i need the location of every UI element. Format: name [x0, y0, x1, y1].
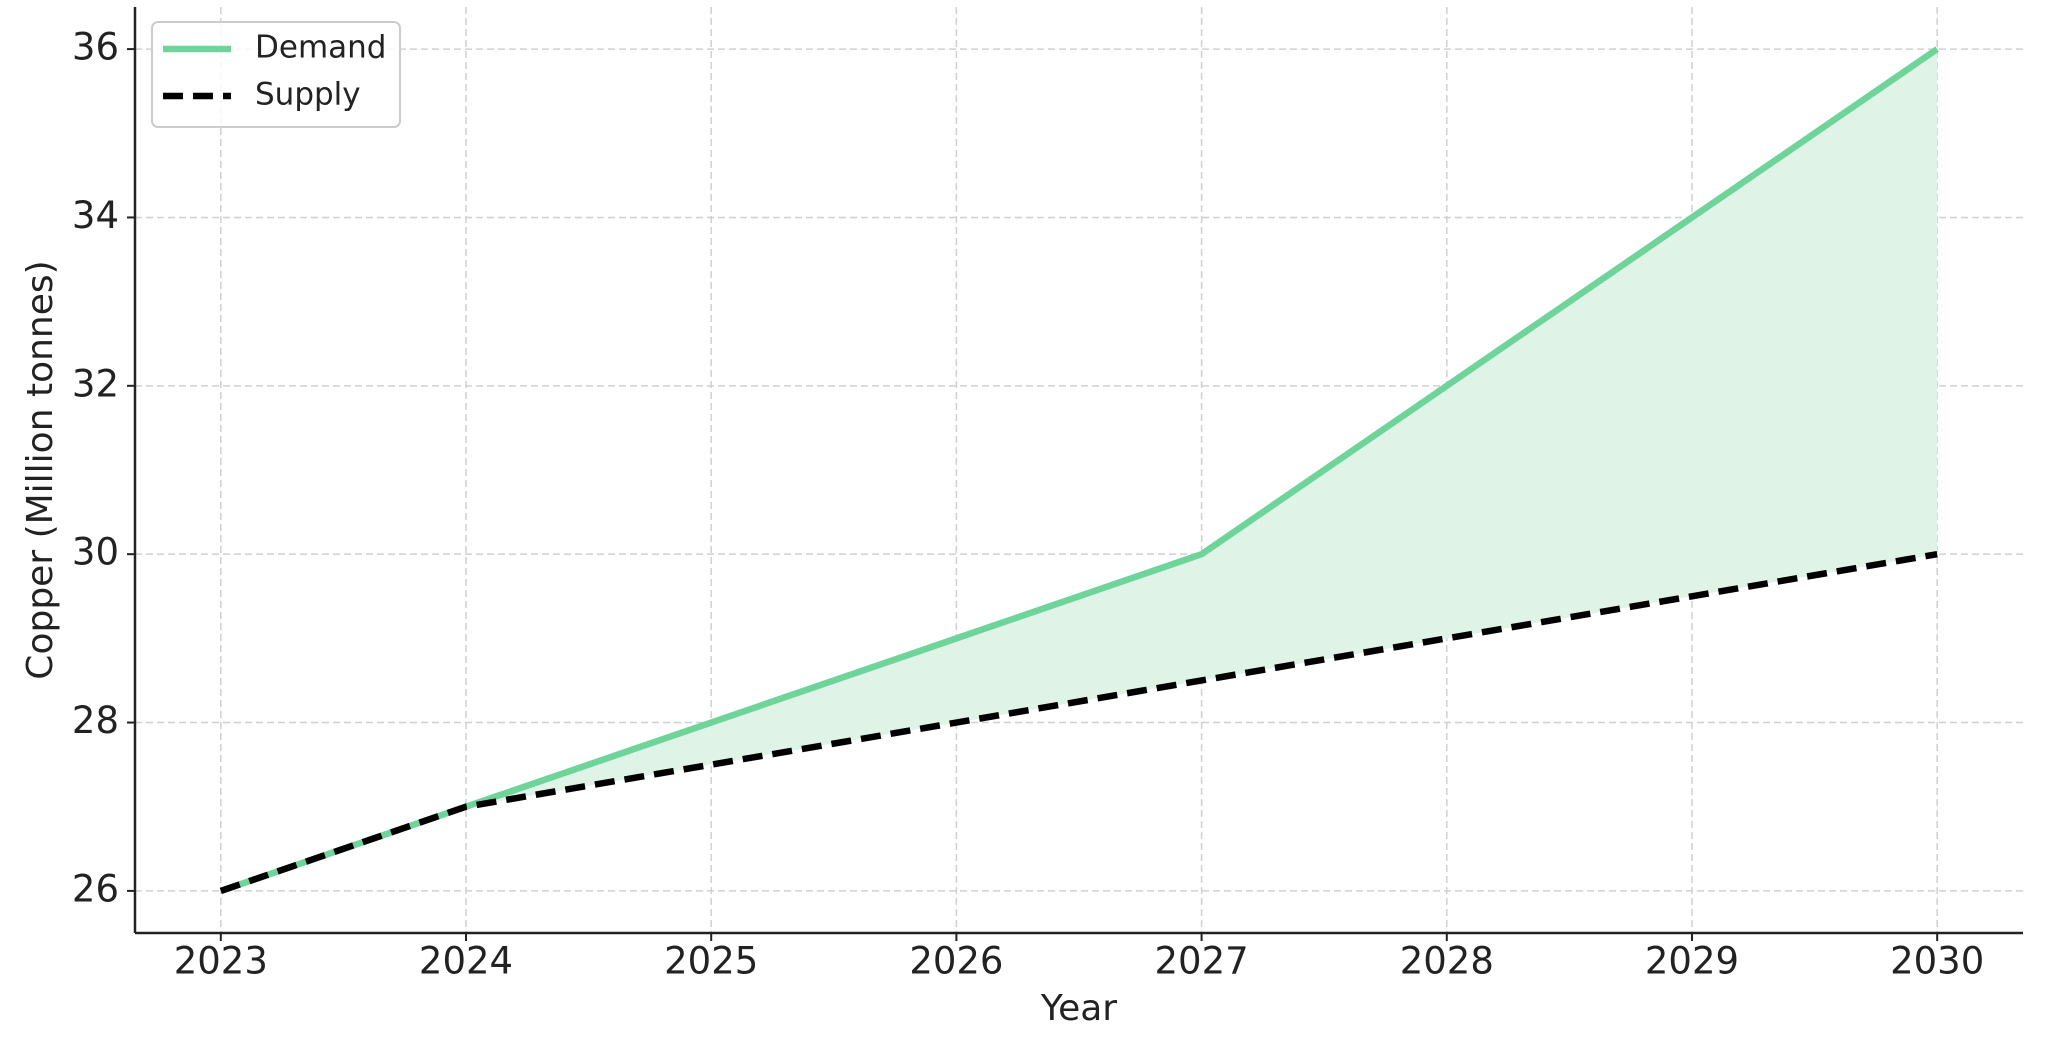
x-tick-label: 2027 [1155, 940, 1249, 983]
y-tick-label: 28 [72, 699, 119, 742]
fill-layer [220, 49, 1938, 891]
x-tick-label: 2024 [419, 940, 513, 983]
x-tick-label: 2029 [1645, 940, 1739, 983]
x-tick-label: 2023 [174, 940, 268, 983]
y-tick-label: 34 [72, 194, 119, 237]
y-tick-label: 36 [72, 26, 119, 69]
y-tick-label: 32 [72, 362, 119, 405]
line-layer [219, 46, 1940, 894]
y-axis-label: Copper (Million tonnes) [20, 260, 61, 679]
y-tick-label: 26 [72, 867, 119, 910]
x-tick-label: 2025 [664, 940, 758, 983]
y-tick-label: 30 [72, 531, 119, 574]
x-tick-label: 2028 [1400, 940, 1494, 983]
x-tick-label: 2026 [909, 940, 1003, 983]
line [219, 550, 1938, 894]
fill-between [220, 49, 1938, 891]
legend-label: Supply [255, 77, 361, 113]
legend: Demand Supply [151, 21, 401, 128]
line [219, 46, 1940, 894]
x-tick-label: 2030 [1890, 940, 1984, 983]
x-axis-label: Year [1040, 988, 1117, 1029]
legend-label: Demand [255, 30, 386, 66]
